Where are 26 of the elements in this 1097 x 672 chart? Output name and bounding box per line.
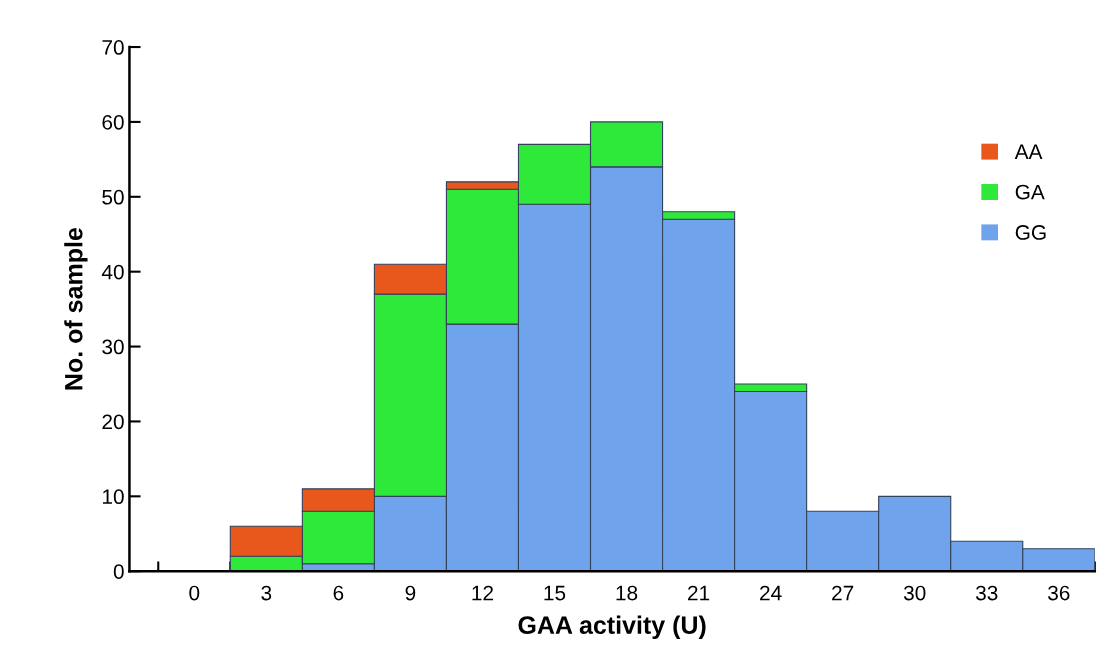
- legend-label: GG: [1015, 225, 1046, 240]
- y-tick-label: 70: [102, 40, 124, 55]
- y-tick-label: 60: [102, 114, 124, 130]
- x-tick-label: 24: [760, 585, 782, 601]
- x-tick-label: 33: [975, 585, 998, 601]
- y-tick-label: 0: [113, 564, 124, 579]
- x-tick-label: 27: [832, 585, 854, 601]
- x-tick-label: 6: [333, 585, 344, 601]
- x-tick-label: 12: [472, 585, 493, 601]
- x-axis-title: GAA activity (U): [518, 615, 706, 639]
- x-tick-label: 30: [903, 585, 926, 601]
- y-tick-label: 40: [101, 264, 124, 280]
- y-tick-label: 20: [102, 414, 124, 430]
- x-tick-label: 36: [1047, 585, 1070, 601]
- x-tick-label: 3: [261, 585, 272, 601]
- legend-label: GA: [1015, 184, 1045, 200]
- x-tick-label: 0: [189, 585, 200, 601]
- x-tick-label: 21: [688, 585, 710, 601]
- x-tick-label: 18: [616, 585, 638, 601]
- y-tick-label: 10: [103, 489, 124, 505]
- legend-label: AA: [1014, 144, 1043, 159]
- y-tick-label: 50: [102, 189, 124, 205]
- x-tick-label: 15: [544, 585, 566, 601]
- y-tick-label: 30: [102, 339, 124, 355]
- y-axis-title: No. of sample: [64, 228, 88, 390]
- x-tick-label: 9: [405, 585, 416, 601]
